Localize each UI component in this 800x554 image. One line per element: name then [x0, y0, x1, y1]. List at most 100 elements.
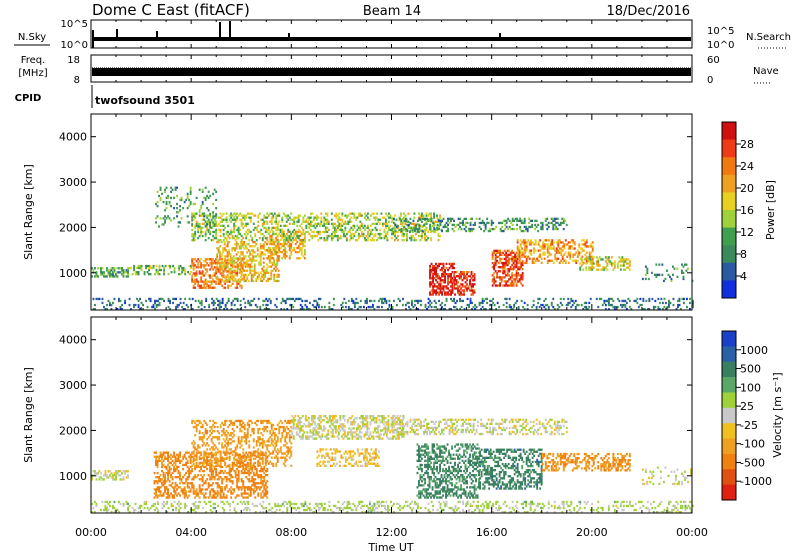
- data-cell: [502, 270, 505, 273]
- data-cell: [294, 232, 297, 236]
- data-cell: [226, 241, 229, 244]
- data-cell: [524, 239, 527, 242]
- data-cell: [555, 251, 558, 254]
- data-cell: [339, 222, 342, 225]
- data-cell: [241, 243, 244, 246]
- data-cell: [467, 271, 470, 274]
- data-cell: [529, 500, 532, 504]
- data-cell: [276, 222, 279, 225]
- data-cell: [207, 258, 210, 261]
- data-cell: [180, 198, 183, 202]
- data-cell: [463, 273, 465, 276]
- data-cell: [436, 216, 438, 219]
- data-cell: [182, 457, 185, 460]
- data-cell: [258, 273, 261, 276]
- data-cell: [518, 280, 521, 283]
- data-cell: [526, 511, 529, 514]
- data-cell: [252, 275, 255, 278]
- data-cell: [597, 506, 600, 510]
- data-cell: [194, 282, 197, 285]
- data-cell: [270, 269, 273, 272]
- data-cell: [222, 228, 225, 232]
- data-cell: [504, 511, 507, 514]
- power-x-ticks: [90, 114, 693, 310]
- data-cell: [341, 502, 344, 506]
- data-cell: [350, 508, 353, 512]
- data-cell: [201, 488, 204, 491]
- data-cell: [621, 260, 624, 263]
- data-cell: [197, 284, 200, 287]
- data-cell: [454, 301, 457, 305]
- data-cell: [164, 480, 166, 483]
- data-cell: [112, 267, 114, 270]
- data-cell: [291, 218, 294, 221]
- data-cell: [194, 264, 197, 267]
- data-cell: [341, 214, 344, 217]
- data-cell: [371, 237, 374, 240]
- data-cell: [356, 301, 359, 305]
- data-cell: [298, 506, 301, 510]
- data-cell: [292, 506, 295, 510]
- data-cell: [203, 482, 206, 485]
- data-cell: [215, 282, 218, 285]
- data-cell: [581, 239, 584, 242]
- data-cell: [279, 228, 282, 232]
- data-cell: [229, 255, 232, 258]
- data-cell: [401, 224, 404, 227]
- data-cell: [134, 508, 137, 512]
- data-cell: [531, 225, 534, 229]
- data-cell: [113, 271, 116, 274]
- data-cell: [367, 511, 370, 514]
- data-cell: [228, 241, 231, 244]
- data-cell: [155, 476, 157, 479]
- data-cell: [506, 263, 509, 267]
- data-cell: [508, 278, 511, 281]
- data-cell: [156, 476, 159, 479]
- data-cell: [360, 214, 363, 217]
- data-cell: [201, 476, 204, 479]
- data-cell: [166, 502, 168, 506]
- data-cell: [422, 230, 425, 234]
- data-cell: [432, 273, 434, 276]
- data-cell: [173, 488, 175, 491]
- data-cell: [174, 476, 177, 479]
- colorbar-swatch: [722, 210, 736, 229]
- data-cell: [207, 284, 210, 287]
- data-cell: [511, 255, 514, 259]
- data-cell: [212, 506, 215, 510]
- data-cell: [391, 220, 393, 223]
- data-cell: [681, 269, 683, 272]
- data-cell: [540, 506, 543, 510]
- data-cell: [273, 273, 276, 276]
- data-cell: [212, 274, 215, 277]
- data-cell: [582, 262, 585, 265]
- data-cell: [215, 474, 218, 477]
- data-cell: [180, 490, 183, 493]
- data-cell: [269, 301, 272, 305]
- data-cell: [342, 234, 345, 238]
- data-cell: [194, 212, 197, 215]
- data-cell: [569, 255, 572, 258]
- data-cell: [94, 500, 96, 504]
- data-cell: [288, 234, 291, 238]
- data-cell: [218, 239, 221, 242]
- data-cell: [562, 227, 565, 231]
- data-cell: [668, 305, 670, 309]
- data-cell: [397, 230, 399, 234]
- data-cell: [317, 230, 320, 234]
- data-cell: [448, 308, 451, 311]
- data-cell: [109, 269, 111, 272]
- data-cell: [203, 266, 206, 269]
- data-cell: [499, 249, 502, 252]
- data-cell: [634, 299, 637, 303]
- data-cell: [152, 305, 155, 309]
- data-cell: [511, 272, 514, 275]
- data-cell: [630, 504, 633, 508]
- data-cell: [639, 303, 642, 307]
- data-cell: [264, 275, 267, 278]
- data-cell: [194, 511, 197, 514]
- data-cell: [234, 261, 237, 264]
- data-cell: [284, 255, 287, 258]
- data-cell: [209, 504, 212, 508]
- data-cell: [380, 237, 383, 240]
